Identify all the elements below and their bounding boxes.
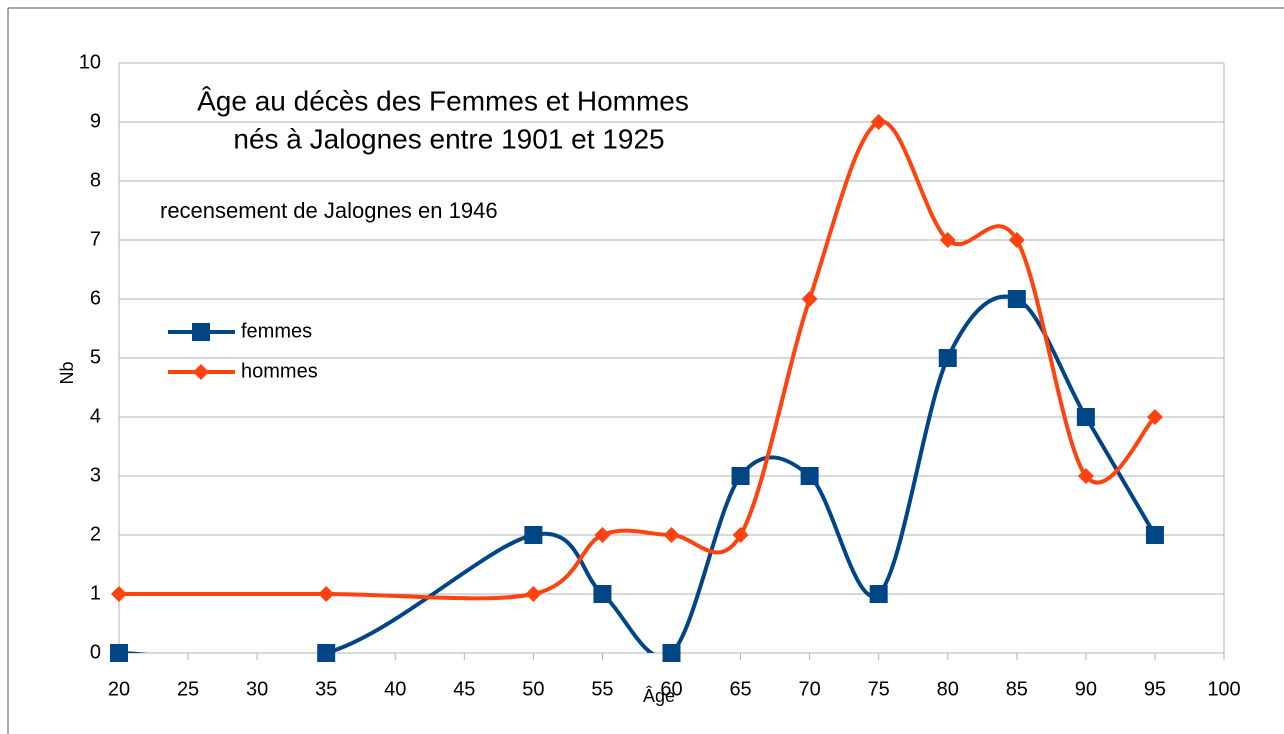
marker: [318, 586, 335, 602]
y-tick-label: 7: [90, 228, 101, 250]
marker: [800, 467, 819, 485]
marker: [662, 644, 681, 662]
x-tick-label: 30: [246, 678, 268, 700]
marker: [1076, 408, 1095, 426]
marker: [731, 467, 750, 485]
marker: [939, 232, 956, 248]
y-tick-label: 8: [90, 169, 101, 191]
x-tick-label: 20: [108, 678, 130, 700]
x-tick-label: 65: [729, 678, 751, 700]
y-tick-label: 9: [90, 110, 101, 132]
marker: [1077, 468, 1094, 484]
x-tick-label: 55: [591, 678, 613, 700]
y-tick-label: 5: [90, 346, 101, 368]
marker: [110, 644, 128, 662]
x-tick-label: 85: [1006, 678, 1028, 700]
x-tick-label: 60: [660, 678, 682, 700]
x-tick-label: 25: [177, 678, 199, 700]
marker: [593, 585, 612, 603]
x-tick-label: 40: [384, 678, 406, 700]
y-tick-label: 6: [90, 287, 101, 309]
x-tick-label: 95: [1144, 678, 1166, 700]
marker: [111, 586, 127, 602]
y-tick-label: 0: [90, 641, 101, 663]
marker: [317, 644, 336, 662]
x-tick-label: 90: [1075, 678, 1097, 700]
x-axis-label: Âge: [643, 686, 675, 706]
marker: [869, 585, 888, 603]
marker: [524, 526, 543, 544]
marker: [525, 586, 542, 602]
chart-title: Âge au décès des Femmes et Hommes: [197, 85, 689, 116]
marker: [801, 291, 818, 307]
chart-title: nés à Jalognes entre 1901 et 1925: [233, 123, 664, 154]
y-tick-label: 3: [90, 464, 101, 486]
chart-subtitle: recensement de Jalognes en 1946: [160, 198, 498, 223]
marker: [870, 114, 887, 130]
marker: [1008, 232, 1025, 248]
legend-marker: [192, 323, 210, 341]
marker: [1146, 409, 1163, 425]
y-tick-label: 1: [90, 582, 101, 604]
marker: [663, 527, 680, 543]
marker: [1145, 526, 1164, 544]
legend-label: hommes: [241, 360, 318, 382]
x-tick-label: 80: [937, 678, 959, 700]
marker: [1007, 290, 1026, 308]
x-tick-label: 70: [799, 678, 821, 700]
x-tick-label: 100: [1207, 678, 1240, 700]
y-tick-label: 2: [90, 523, 101, 545]
legend-marker: [193, 364, 209, 380]
marker: [938, 349, 957, 367]
y-axis-label: Nb: [57, 361, 77, 384]
x-tick-label: 50: [522, 678, 544, 700]
x-tick-label: 35: [315, 678, 337, 700]
x-tick-label: 45: [453, 678, 475, 700]
series-line: [119, 119, 1157, 601]
y-tick-label: 10: [79, 51, 101, 73]
marker: [594, 527, 611, 543]
legend-label: femmes: [241, 320, 312, 342]
y-tick-label: 4: [90, 405, 101, 427]
marker: [732, 527, 749, 543]
x-tick-label: 75: [868, 678, 890, 700]
series-line: [119, 294, 1157, 653]
